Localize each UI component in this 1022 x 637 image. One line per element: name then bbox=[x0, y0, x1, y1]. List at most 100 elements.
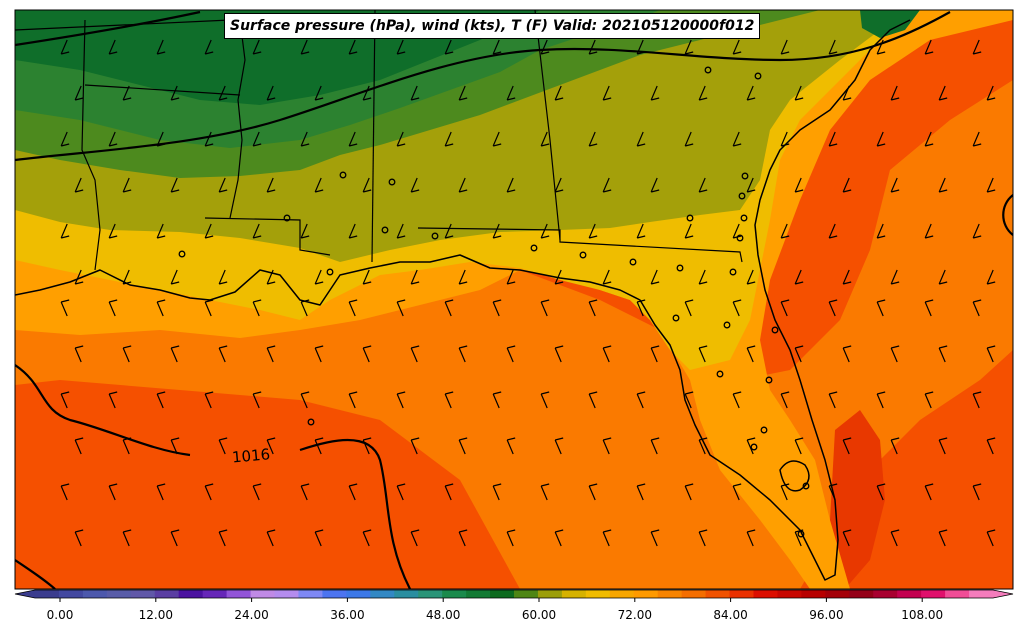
wind-barb bbox=[938, 345, 948, 363]
wind-barb bbox=[554, 437, 564, 455]
wind-barb bbox=[156, 39, 166, 55]
station-marker bbox=[754, 72, 762, 80]
wind-barb bbox=[746, 529, 756, 547]
wind-barb bbox=[348, 223, 358, 239]
wind-barb bbox=[362, 269, 372, 285]
colorbar-segment bbox=[226, 590, 252, 598]
wind-barb bbox=[890, 345, 900, 363]
wind-barb bbox=[348, 299, 358, 317]
wind-barb bbox=[972, 391, 982, 409]
wind-barb bbox=[588, 483, 598, 501]
wind-barb bbox=[924, 299, 934, 317]
wind-barb bbox=[108, 131, 118, 147]
border-fl-ga bbox=[417, 227, 743, 263]
wind-barb-layer bbox=[60, 39, 996, 547]
wind-barb bbox=[602, 85, 612, 101]
wind-barb bbox=[890, 177, 900, 193]
wind-barb bbox=[842, 269, 852, 285]
wind-barb bbox=[924, 391, 934, 409]
wind-barb bbox=[60, 299, 70, 317]
wind-barb bbox=[986, 345, 996, 363]
coastline-layer bbox=[15, 19, 911, 581]
wind-barb bbox=[650, 437, 660, 455]
wind-barb bbox=[828, 391, 838, 409]
border-la-ms bbox=[204, 217, 331, 256]
station-marker bbox=[765, 376, 773, 384]
wind-barb bbox=[122, 437, 132, 455]
wind-barb bbox=[170, 85, 180, 101]
wind-barb bbox=[204, 391, 214, 409]
wind-barb bbox=[540, 483, 550, 501]
wind-barb bbox=[698, 437, 708, 455]
wind-barb bbox=[684, 223, 694, 239]
colorbar-segment bbox=[418, 590, 443, 598]
station-marker bbox=[704, 66, 712, 74]
wind-barb bbox=[60, 483, 70, 501]
colorbar-segment bbox=[466, 590, 491, 598]
wind-barb bbox=[74, 269, 84, 285]
wind-barb bbox=[108, 299, 118, 317]
wind-barb bbox=[506, 85, 516, 101]
station-marker bbox=[178, 250, 186, 258]
colorbar-tick-label: 0.00 bbox=[47, 608, 74, 622]
isobar-south bbox=[299, 439, 411, 589]
station-marker bbox=[283, 214, 291, 222]
wind-barb bbox=[876, 391, 886, 409]
station-marker bbox=[760, 426, 768, 434]
wind-barb bbox=[732, 39, 742, 55]
wind-barb bbox=[794, 437, 804, 455]
station-marker bbox=[736, 234, 744, 242]
wind-barb bbox=[842, 177, 852, 193]
station-marker bbox=[579, 251, 587, 259]
wind-barb bbox=[924, 131, 934, 147]
colorbar-segment bbox=[106, 590, 132, 598]
wind-barb bbox=[602, 437, 612, 455]
wind-barb bbox=[458, 437, 468, 455]
colorbar-segment bbox=[657, 590, 683, 598]
colorbar-outline bbox=[14, 589, 1014, 599]
wind-barb bbox=[698, 529, 708, 547]
station-marker bbox=[326, 268, 334, 276]
colorbar-tick-label: 96.00 bbox=[809, 608, 843, 622]
colorbar-segment bbox=[873, 590, 898, 598]
wind-barb bbox=[636, 299, 646, 317]
wind-barb bbox=[74, 85, 84, 101]
wind-barb bbox=[506, 529, 516, 547]
colorbar-segment bbox=[897, 590, 922, 598]
wind-barb bbox=[842, 85, 852, 101]
wind-barb bbox=[266, 269, 276, 285]
wind-barb bbox=[122, 529, 132, 547]
wind-barb bbox=[780, 39, 790, 55]
wind-barb bbox=[314, 529, 324, 547]
colorbar-tick-label: 72.00 bbox=[618, 608, 652, 622]
wind-barb bbox=[602, 177, 612, 193]
wind-barb bbox=[444, 131, 454, 147]
wind-barb bbox=[540, 391, 550, 409]
wind-barb bbox=[300, 131, 310, 147]
colorbar-tick-label: 12.00 bbox=[139, 608, 173, 622]
wind-barb bbox=[794, 269, 804, 285]
wind-barb bbox=[218, 85, 228, 101]
wind-barb bbox=[252, 299, 262, 317]
station-marker bbox=[676, 264, 684, 272]
wind-barb bbox=[636, 39, 646, 55]
wind-barb bbox=[602, 345, 612, 363]
wind-barb bbox=[458, 85, 468, 101]
border-tx-la bbox=[81, 19, 101, 271]
colorbar-segment bbox=[801, 590, 826, 598]
wind-barb bbox=[74, 177, 84, 193]
wind-barb bbox=[314, 269, 324, 285]
colorbar-segment bbox=[178, 590, 204, 598]
wind-barb bbox=[684, 131, 694, 147]
wind-barb bbox=[458, 529, 468, 547]
map-title: Surface pressure (hPa), wind (kts), T (F… bbox=[224, 13, 761, 39]
wind-barb bbox=[732, 299, 742, 317]
wind-barb bbox=[746, 269, 756, 285]
station-marker bbox=[771, 326, 779, 334]
station-marker bbox=[729, 268, 737, 276]
wind-barb bbox=[348, 391, 358, 409]
wind-barb bbox=[492, 131, 502, 147]
wind-barb bbox=[650, 177, 660, 193]
colorbar-tick-label: 60.00 bbox=[522, 608, 556, 622]
